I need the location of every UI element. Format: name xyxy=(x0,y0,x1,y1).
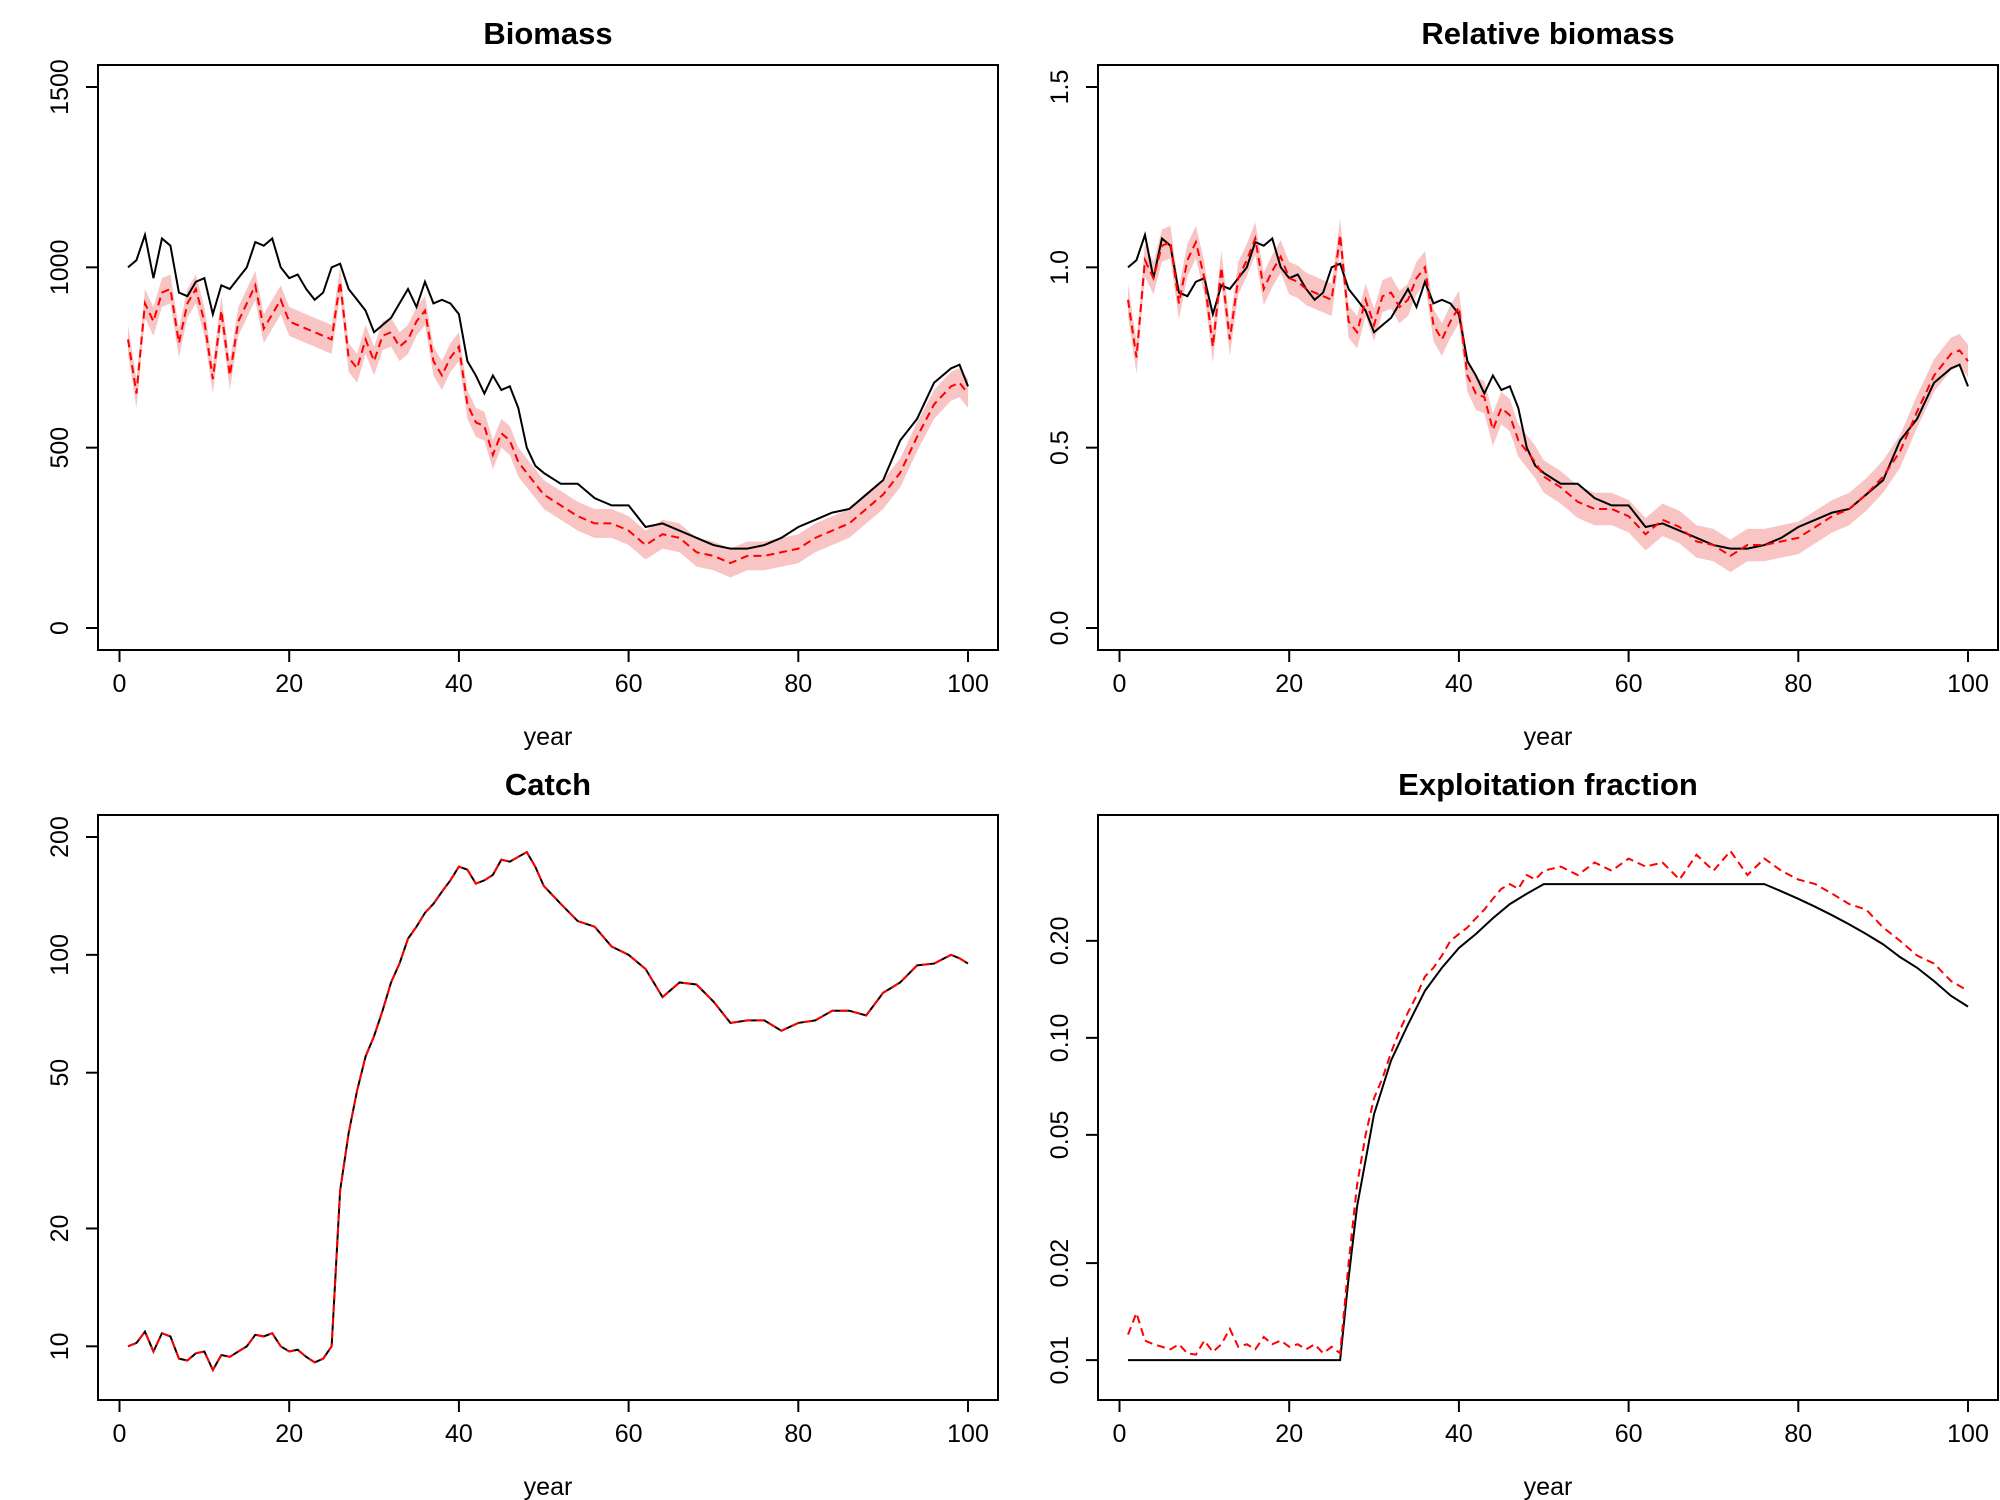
y-tick-label: 0.5 xyxy=(1046,430,1074,465)
x-tick-label: 0 xyxy=(1113,670,1127,698)
y-tick-label: 100 xyxy=(46,934,74,976)
x-tick-label: 40 xyxy=(1445,670,1473,698)
y-tick-label: 1000 xyxy=(46,240,74,296)
chart-title: Relative biomass xyxy=(1421,16,1674,51)
y-tick-label: 50 xyxy=(46,1059,74,1087)
x-tick-label: 80 xyxy=(1784,670,1812,698)
x-axis-label: year xyxy=(1524,1473,1573,1500)
y-tick-label: 200 xyxy=(46,816,74,858)
chart-panel-3: 0 20 40 60 80 100 10 20 50 100 200 Catch year xyxy=(46,767,999,1500)
x-tick-label: 80 xyxy=(784,1420,812,1448)
y-tick-label: 1500 xyxy=(46,59,74,115)
x-tick-label: 40 xyxy=(445,1420,473,1448)
chart-title: Exploitation fraction xyxy=(1398,767,1698,802)
x-tick-label: 60 xyxy=(615,1420,643,1448)
x-axis-label: year xyxy=(524,723,573,751)
x-tick-label: 100 xyxy=(1947,670,1989,698)
confidence-band-1 xyxy=(128,267,968,578)
true-series-line-4 xyxy=(1128,883,1969,1362)
x-tick-label: 100 xyxy=(947,670,989,698)
y-tick-label: 1.5 xyxy=(1046,70,1074,105)
x-tick-label: 60 xyxy=(615,670,643,698)
plot-frame-3 xyxy=(97,814,999,1401)
y-tick-label: 500 xyxy=(46,427,74,469)
x-tick-label: 0 xyxy=(1113,1420,1127,1448)
y-tick-label: 0.05 xyxy=(1046,1111,1074,1160)
x-axis-label: year xyxy=(1524,723,1573,751)
confidence-band-2 xyxy=(1128,218,1968,573)
y-tick-label: 0.20 xyxy=(1046,917,1074,966)
x-tick-label: 20 xyxy=(1275,1420,1303,1448)
x-tick-label: 20 xyxy=(275,670,303,698)
y-tick-label: 20 xyxy=(46,1215,74,1243)
chart-title: Biomass xyxy=(483,16,612,51)
chart-title: Catch xyxy=(505,767,591,802)
estimated-series-line-1 xyxy=(127,281,969,565)
x-tick-label: 20 xyxy=(275,1420,303,1448)
x-tick-label: 0 xyxy=(113,1420,127,1448)
x-tick-label: 20 xyxy=(1275,670,1303,698)
true-series-line-1 xyxy=(127,230,969,550)
true-series-line-3 xyxy=(127,850,969,1373)
x-tick-label: 40 xyxy=(1445,1420,1473,1448)
y-tick-label: 1.0 xyxy=(1046,250,1074,285)
x-axis-label: year xyxy=(524,1473,573,1500)
x-tick-label: 60 xyxy=(1615,670,1643,698)
y-tick-label: 0.10 xyxy=(1046,1014,1074,1063)
x-tick-label: 100 xyxy=(1947,1420,1989,1448)
y-tick-label: 0 xyxy=(46,621,74,635)
x-tick-label: 80 xyxy=(784,670,812,698)
chart-panel-4: 0 20 40 60 80 100 0.01 0.02 0.05 0.10 0.20 Exploita… xyxy=(1046,767,1999,1500)
x-tick-label: 40 xyxy=(445,670,473,698)
x-tick-label: 80 xyxy=(1784,1420,1812,1448)
y-tick-label: 0.01 xyxy=(1046,1336,1074,1385)
y-tick-label: 0.02 xyxy=(1046,1239,1074,1288)
chart-panel-2: 0 20 40 60 80 100 0.0 0.5 1.0 1.5 Relative biomass… xyxy=(1046,16,1999,751)
plot-frame-4 xyxy=(1097,814,1999,1401)
plot-frame-2 xyxy=(1097,64,1999,651)
x-tick-label: 0 xyxy=(113,670,127,698)
true-series-line-2 xyxy=(1127,230,1969,550)
y-tick-label: 0.0 xyxy=(1046,611,1074,646)
estimated-series-line-3 xyxy=(127,850,969,1373)
estimated-series-line-2 xyxy=(1127,234,1969,558)
x-tick-label: 100 xyxy=(947,1420,989,1448)
x-tick-label: 60 xyxy=(1615,1420,1643,1448)
y-tick-label: 10 xyxy=(46,1332,74,1360)
estimated-series-line-4 xyxy=(1127,849,1969,1356)
